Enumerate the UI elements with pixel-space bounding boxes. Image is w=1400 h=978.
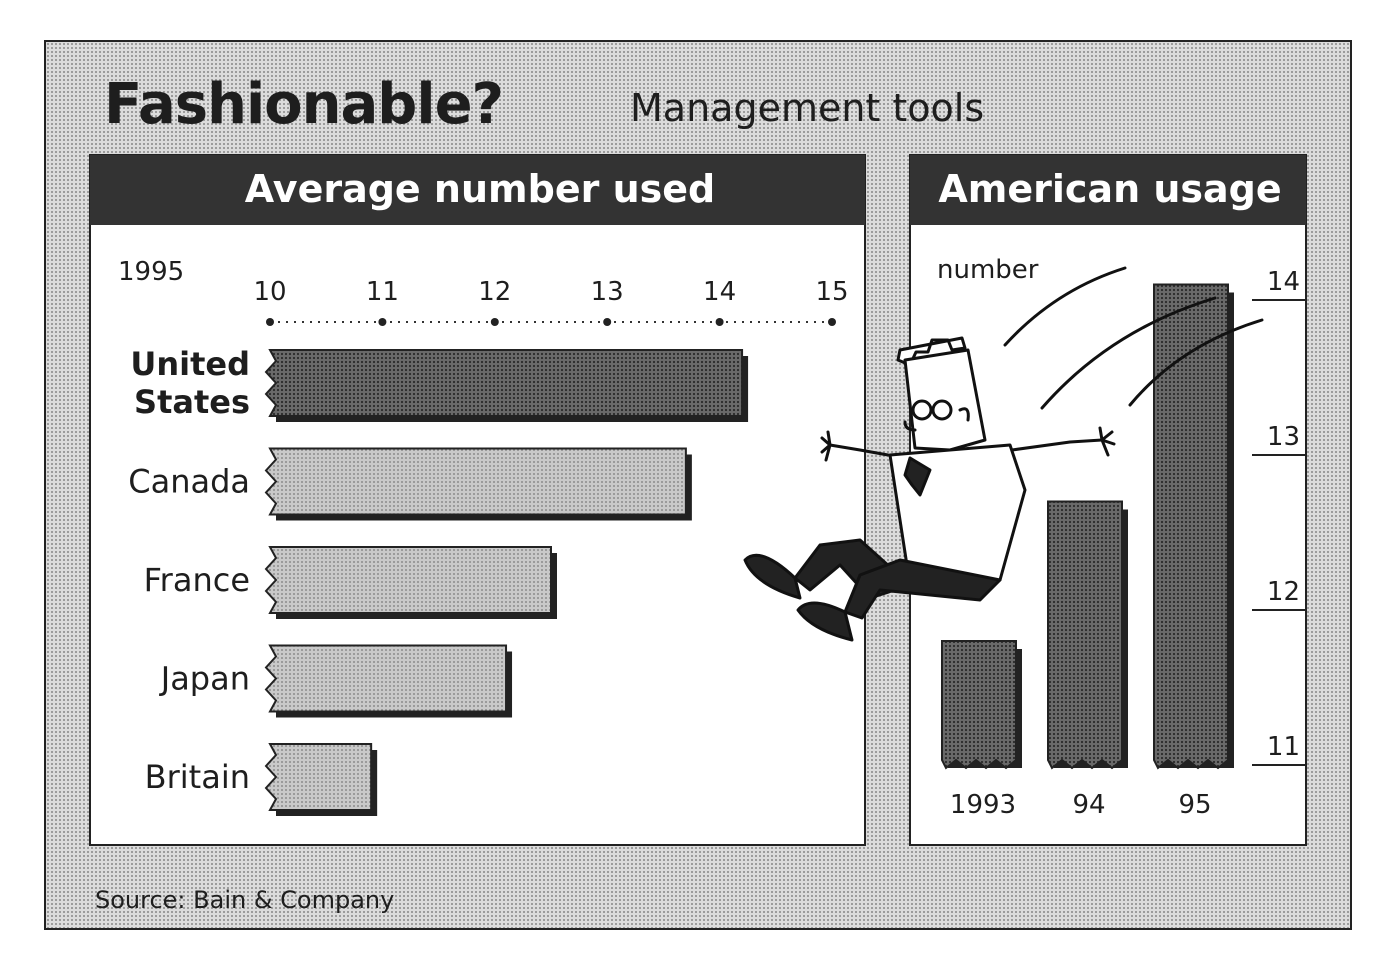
- left-tick-dot: [490, 318, 499, 326]
- left-bar: [264, 546, 552, 614]
- left-axis: 10 11 12 13 14 15: [253, 277, 849, 326]
- right-tick-label: 11: [1267, 732, 1300, 762]
- left-tick-label: 14: [703, 277, 736, 307]
- left-category-label: United: [130, 345, 250, 383]
- left-category-label: States: [134, 383, 250, 421]
- right-bar: [941, 640, 1017, 770]
- left-tick-label: 13: [591, 277, 624, 307]
- left-category-label: Japan: [159, 660, 250, 698]
- left-category-label: France: [144, 561, 250, 599]
- left-tick-dot: [378, 318, 387, 326]
- left-tick-dot: [266, 318, 274, 326]
- left-tick-label: 15: [815, 277, 848, 307]
- right-tick-label: 14: [1267, 267, 1300, 297]
- right-axis: 11 12 13 14: [1252, 267, 1305, 766]
- right-panel-title: American usage: [938, 167, 1281, 211]
- cartoon-man-jumping: [743, 266, 1264, 642]
- right-tick-label: 12: [1267, 577, 1300, 607]
- right-category-label: 95: [1178, 790, 1211, 820]
- left-panel-title: Average number used: [245, 167, 715, 211]
- right-category-label: 1993: [950, 790, 1016, 820]
- chart-title: Fashionable?: [104, 72, 504, 137]
- source-note: Source: Bain & Company: [95, 886, 395, 914]
- right-panel-header: [910, 155, 1306, 225]
- left-tick-label: 12: [478, 277, 511, 307]
- right-bar: [1153, 283, 1229, 770]
- right-category-labels: 1993 94 95: [950, 790, 1212, 820]
- left-bar: [264, 447, 687, 516]
- right-bar: [1047, 500, 1123, 770]
- left-panel-header: [90, 155, 865, 225]
- left-tick-label: 10: [253, 277, 286, 307]
- left-bar: [264, 644, 508, 713]
- left-tick-label: 11: [366, 277, 399, 307]
- left-category-label: Britain: [145, 758, 250, 796]
- chart-subtitle: Management tools: [630, 86, 985, 130]
- year-label: 1995: [118, 257, 184, 287]
- right-tick-label: 13: [1267, 422, 1300, 452]
- left-tick-dot: [828, 318, 836, 326]
- left-tick-dot: [715, 318, 724, 326]
- right-axis-unit: number: [937, 255, 1039, 285]
- left-bar: [264, 743, 373, 811]
- right-category-label: 94: [1072, 790, 1105, 820]
- left-bar: [264, 349, 744, 417]
- left-tick-dot: [603, 318, 612, 326]
- left-bars: [264, 349, 749, 816]
- left-category-label: Canada: [128, 463, 250, 501]
- right-bars: [941, 283, 1234, 770]
